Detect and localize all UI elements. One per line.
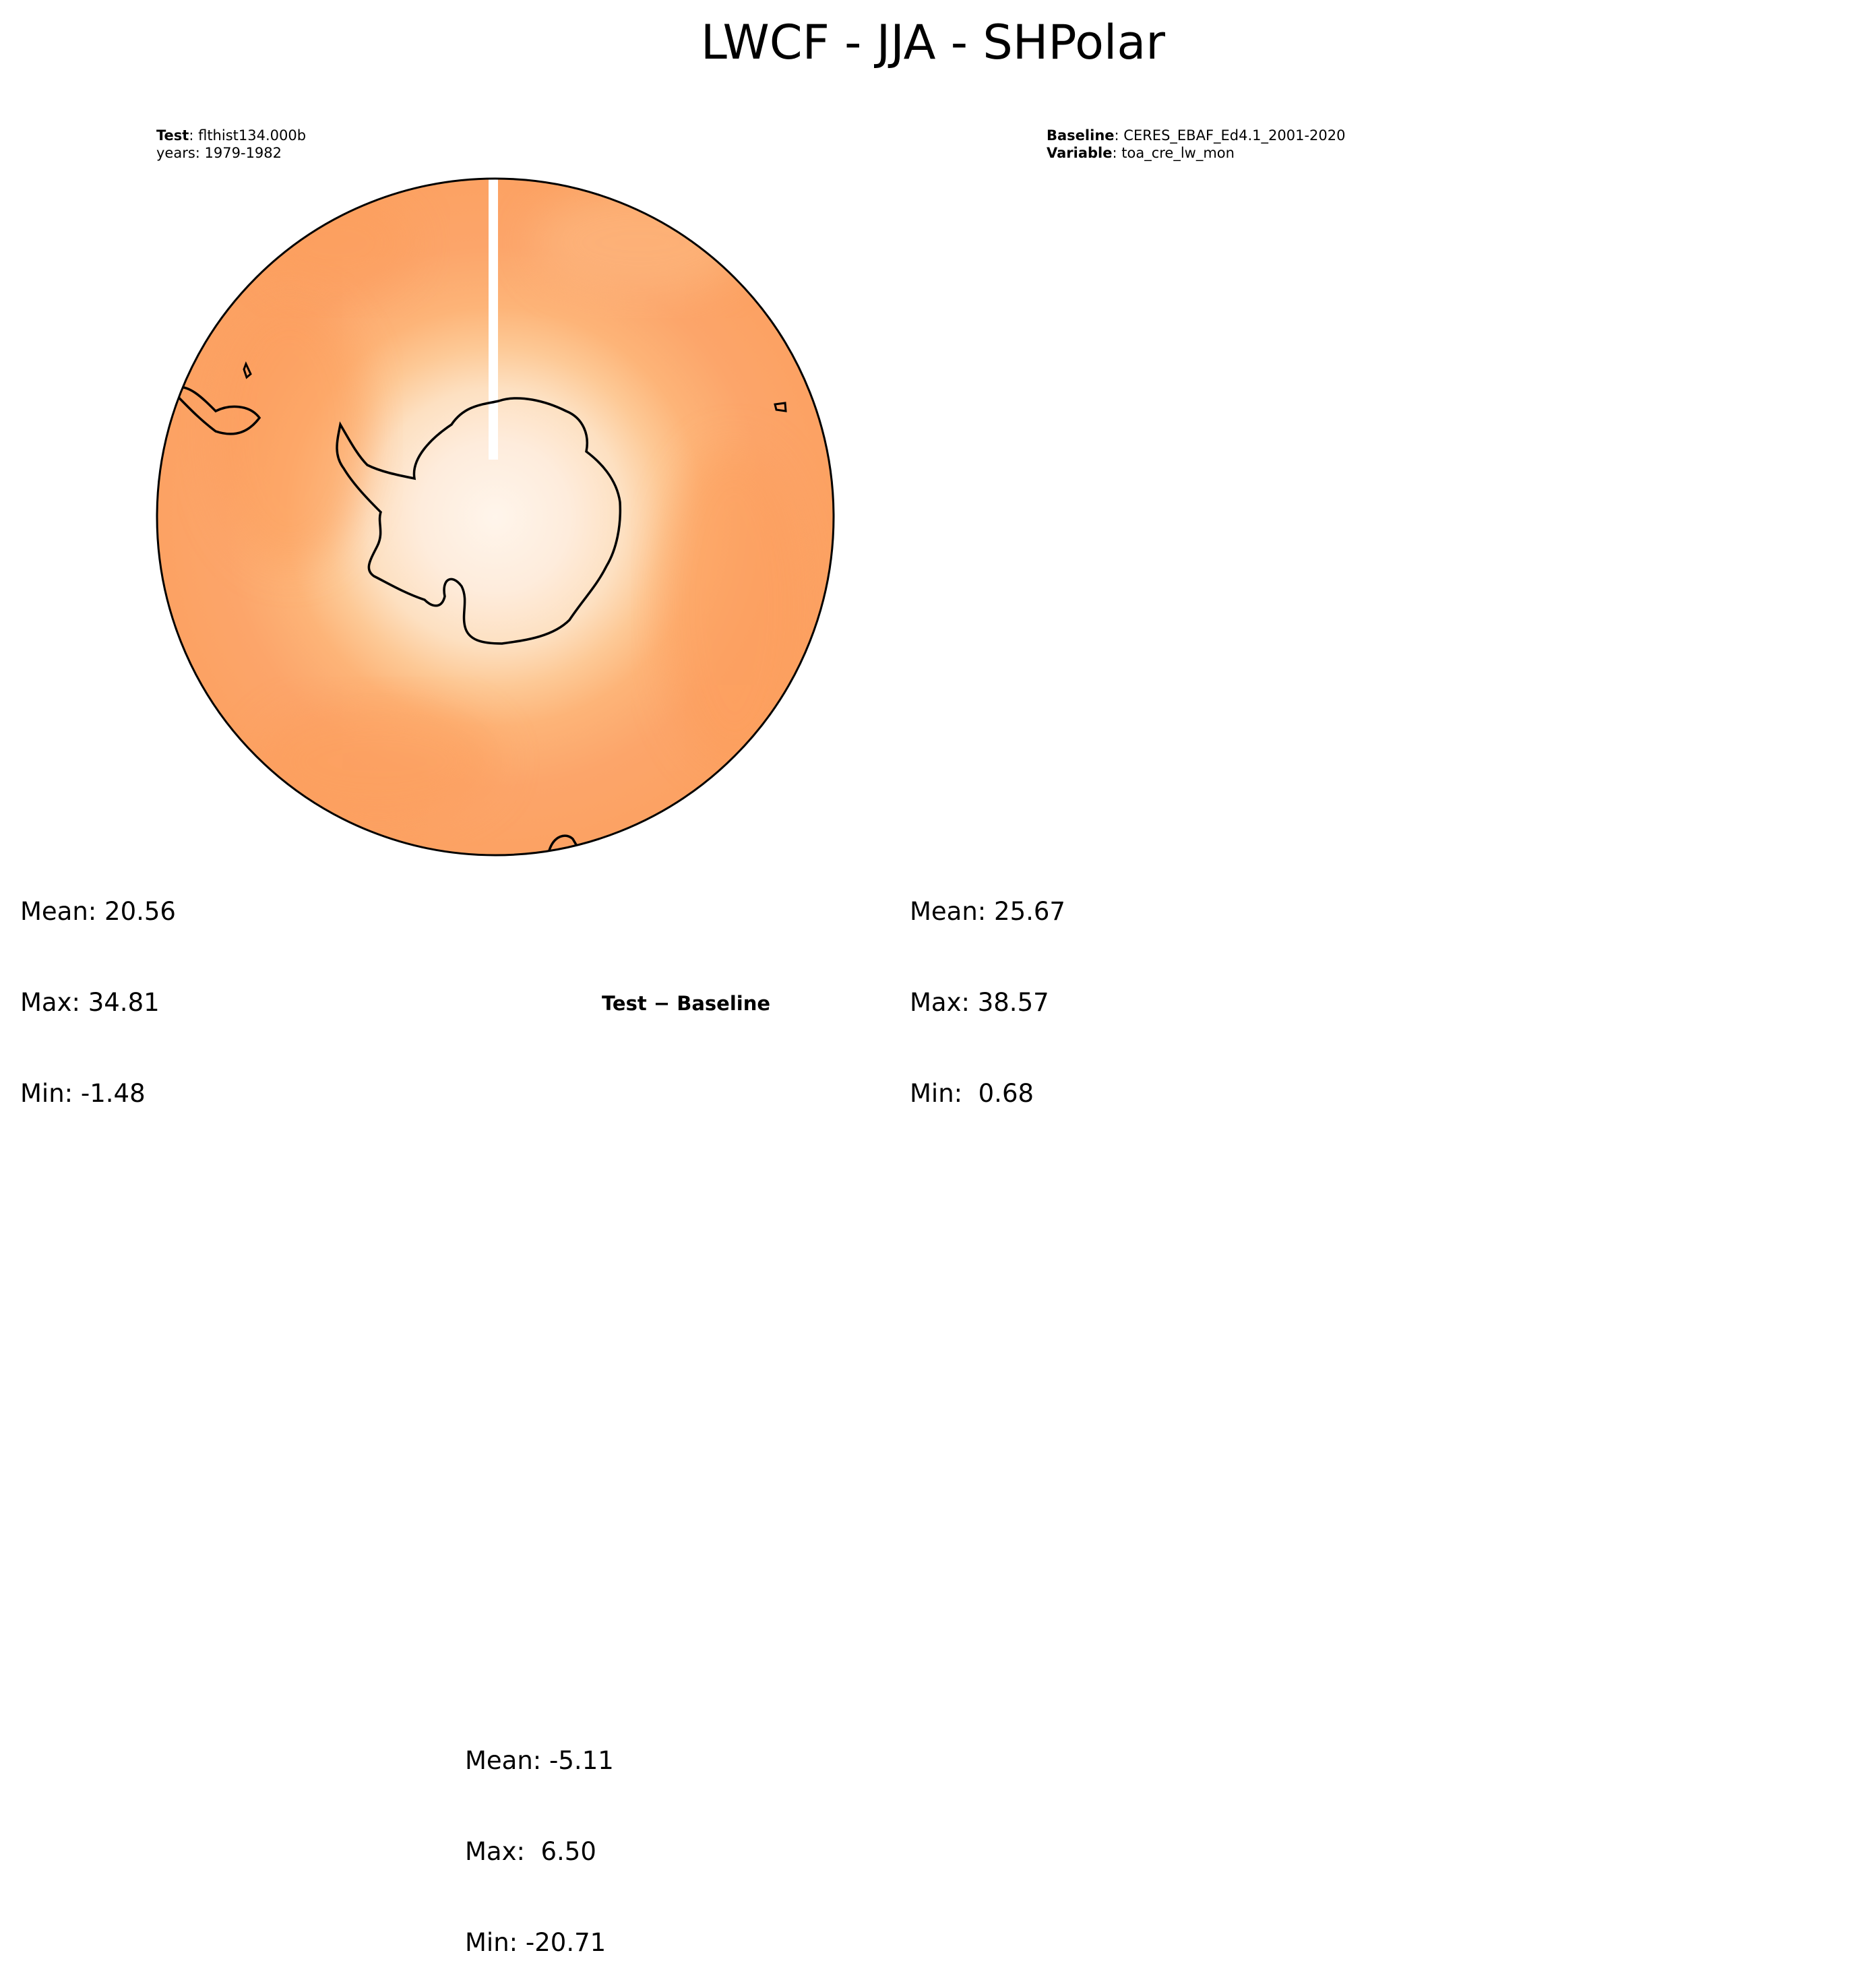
test-label-sep: : xyxy=(189,127,199,144)
test-label-value: flthist134.000b xyxy=(198,127,307,144)
test-label: Test: flthist134.000b years: 1979-1982 xyxy=(156,127,306,162)
figure-canvas xyxy=(156,177,835,857)
test-years: years: 1979-1982 xyxy=(156,145,282,161)
baseline-label-sep: : xyxy=(1114,127,1124,144)
baseline-min: Min: 0.68 xyxy=(910,1079,1034,1108)
diff-max: Max: 6.50 xyxy=(465,1837,596,1866)
diff-stats: Mean: -5.11 Max: 6.50 Min: -20.71 xyxy=(465,1685,614,1988)
figure-title: LWCF - JJA - SHPolar xyxy=(700,15,1166,70)
baseline-stats: Mean: 25.67 Max: 38.57 Min: 0.68 xyxy=(910,836,1065,1139)
test-stats: Mean: 20.56 Max: 34.81 Min: -1.48 xyxy=(20,836,176,1139)
baseline-variable-key: Variable xyxy=(1047,145,1113,161)
baseline-label: Baseline: CERES_EBAF_Ed4.1_2001-2020 Var… xyxy=(1047,127,1345,162)
diff-title: Test − Baseline xyxy=(602,992,771,1015)
test-max: Max: 34.81 xyxy=(20,988,160,1017)
baseline-variable-value: toa_cre_lw_mon xyxy=(1121,145,1235,161)
baseline-label-value: CERES_EBAF_Ed4.1_2001-2020 xyxy=(1123,127,1346,144)
diff-mean: Mean: -5.11 xyxy=(465,1746,614,1775)
test-label-key: Test xyxy=(156,127,189,144)
baseline-variable-sep: : xyxy=(1112,145,1122,161)
baseline-mean: Mean: 25.67 xyxy=(910,897,1065,926)
baseline-label-key: Baseline xyxy=(1047,127,1115,144)
diff-min: Min: -20.71 xyxy=(465,1928,607,1957)
test-map xyxy=(156,177,835,857)
test-min: Min: -1.48 xyxy=(20,1079,146,1108)
baseline-max: Max: 38.57 xyxy=(910,988,1049,1017)
test-mean: Mean: 20.56 xyxy=(20,897,176,926)
